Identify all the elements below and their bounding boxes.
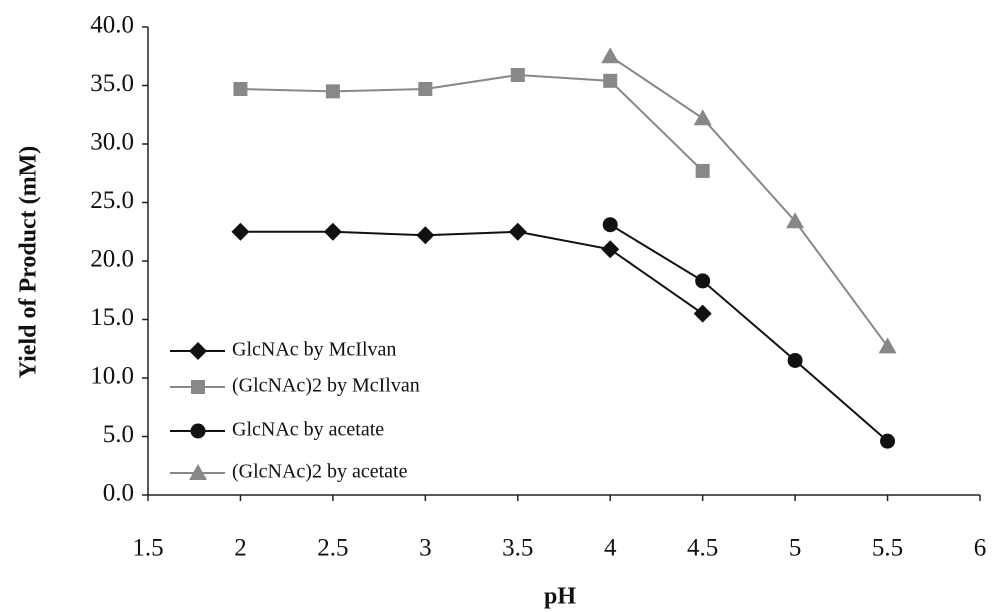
- x-axis-title: pH: [544, 584, 576, 610]
- y-tick-label: 20.0: [90, 246, 134, 273]
- diamond-marker: [324, 223, 342, 241]
- x-tick-label: 3: [419, 535, 432, 562]
- y-tick-label: 0.0: [103, 480, 134, 507]
- square-marker: [233, 82, 247, 96]
- diamond-marker: [231, 223, 249, 241]
- square-marker: [696, 164, 710, 178]
- triangle-marker: [879, 337, 897, 353]
- series-line: [240, 232, 702, 314]
- circle-marker: [695, 273, 710, 288]
- x-tick-label: 4.5: [687, 535, 718, 562]
- y-axis-title: Yield of Product (mM): [16, 146, 42, 379]
- y-tick-label: 40.0: [90, 12, 134, 39]
- legend-label: (GlcNAc)2 by McIlvan: [232, 375, 420, 397]
- x-tick-label: 6: [974, 535, 987, 562]
- legend-marker: [191, 380, 205, 394]
- x-tick-label: 2.5: [317, 535, 348, 562]
- circle-marker: [603, 217, 618, 232]
- x-tick-label: 5.5: [872, 535, 903, 562]
- triangle-marker: [694, 109, 712, 125]
- x-tick-label: 3.5: [502, 535, 533, 562]
- x-tick-label: 1.5: [132, 535, 163, 562]
- y-tick-label: 5.0: [103, 421, 134, 448]
- legend-label: GlcNAc by McIlvan: [232, 339, 396, 361]
- legend-marker: [189, 342, 207, 360]
- legend: GlcNAc by McIlvan (GlcNAc)2 by McIlvan Glc…: [170, 339, 420, 483]
- square-marker: [603, 74, 617, 88]
- legend-label: (GlcNAc)2 by acetate: [232, 461, 408, 483]
- diamond-marker: [416, 226, 434, 244]
- y-tick-label: 35.0: [90, 70, 134, 97]
- triangle-marker: [601, 47, 619, 63]
- legend-label: GlcNAc by acetate: [232, 419, 384, 441]
- circle-marker: [788, 353, 803, 368]
- diamond-marker: [509, 223, 527, 241]
- x-tick-label: 2: [234, 535, 247, 562]
- y-tick-label: 30.0: [90, 129, 134, 156]
- diamond-marker: [601, 240, 619, 258]
- y-tick-label: 10.0: [90, 363, 134, 390]
- square-marker: [326, 84, 340, 98]
- y-tick-label: 15.0: [90, 304, 134, 331]
- x-tick-label: 5: [789, 535, 802, 562]
- y-tick-label: 25.0: [90, 187, 134, 214]
- series-line: [240, 75, 702, 171]
- series-line: [610, 56, 887, 346]
- page: {"chart_data": {"type": "line", "x_label…: [0, 0, 992, 612]
- chart: pH Yield of Product (mM) 0.0 5.0 10.0 15.0 2…: [0, 0, 992, 612]
- diamond-marker: [694, 305, 712, 323]
- circle-marker: [880, 434, 895, 449]
- square-marker: [511, 68, 525, 82]
- series-line: [610, 225, 887, 441]
- x-tick-label: 4: [604, 535, 617, 562]
- square-marker: [418, 82, 432, 96]
- legend-marker: [191, 424, 206, 439]
